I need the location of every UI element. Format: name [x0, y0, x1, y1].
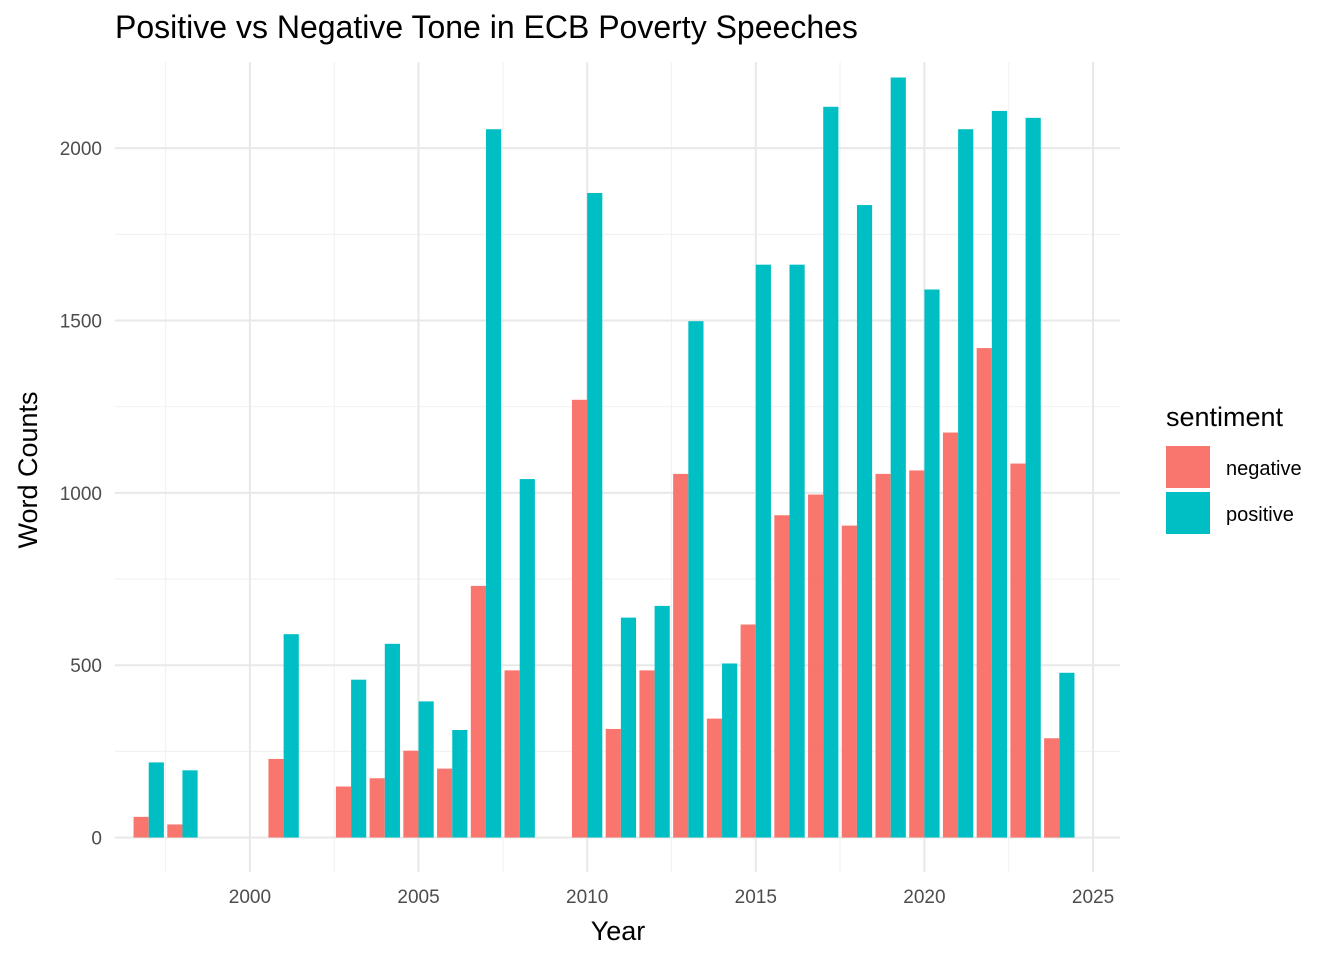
x-tick-label: 2015 [735, 887, 777, 908]
bar-positive-2001 [283, 634, 299, 838]
bar-positive-2019 [890, 77, 906, 838]
tick-labels: 2000 2005 2010 2015 2020 2025 0 500 1000 1500 2000 [60, 139, 1114, 908]
bar-negative-2019 [875, 473, 891, 838]
legend-label-positive: positive [1226, 504, 1294, 526]
bar-negative-2015 [740, 624, 756, 838]
bar-negative-2003 [335, 786, 352, 838]
y-tick-label: 1500 [60, 312, 102, 333]
bar-positive-2020 [924, 289, 940, 838]
bar-negative-2016 [774, 515, 790, 838]
bar-positive-2005 [418, 701, 434, 838]
bar-positive-2013 [688, 321, 704, 838]
bar-positive-2003 [351, 679, 367, 838]
y-tick-label: 0 [91, 829, 102, 850]
x-tick-label: 2000 [229, 887, 271, 908]
bar-positive-2022 [991, 110, 1008, 838]
bar-positive-2015 [755, 264, 771, 838]
bar-negative-2010 [571, 399, 588, 838]
bar-negative-2005 [403, 750, 419, 838]
bar-positive-2007 [485, 129, 502, 838]
legend-label-negative: negative [1226, 458, 1302, 480]
y-tick-label: 2000 [60, 139, 102, 160]
chart-title: Positive vs Negative Tone in ECB Poverty… [115, 9, 858, 45]
bar-negative-2017 [808, 494, 824, 838]
legend-swatch-positive [1166, 492, 1210, 534]
bar-positive-2010 [587, 192, 603, 838]
bar-negative-2004 [369, 778, 385, 838]
bar-negative-2013 [673, 473, 689, 838]
y-tick-label: 1000 [60, 484, 102, 505]
legend-items: negative positive [1166, 446, 1302, 534]
bar-positive-2012 [654, 605, 670, 838]
bar-negative-1997 [133, 816, 149, 838]
bar-positive-2016 [789, 264, 805, 838]
bar-negative-2001 [268, 758, 284, 838]
legend: sentiment negative positive [1166, 402, 1302, 534]
bar-positive-2006 [452, 729, 468, 838]
bar-negative-1998 [167, 824, 183, 838]
bar-negative-2014 [706, 718, 723, 838]
legend-swatch-negative [1166, 446, 1210, 488]
bar-positive-2023 [1025, 117, 1041, 838]
bar-negative-2012 [639, 670, 655, 838]
bar-negative-2022 [976, 348, 992, 838]
bar-negative-2023 [1010, 463, 1026, 838]
y-axis-title: Word Counts [13, 391, 43, 548]
bar-positive-1998 [182, 770, 198, 838]
bars [133, 77, 1075, 838]
bar-positive-2024 [1059, 672, 1075, 838]
bar-negative-2020 [909, 470, 925, 838]
bar-negative-2021 [942, 432, 959, 838]
bar-negative-2007 [470, 585, 486, 838]
x-tick-label: 2010 [566, 887, 608, 908]
bar-positive-1997 [148, 762, 164, 838]
y-tick-label: 500 [70, 656, 102, 677]
bar-negative-2018 [841, 525, 857, 838]
bar-negative-2024 [1044, 738, 1060, 838]
bar-negative-2008 [504, 670, 520, 838]
bar-negative-2011 [605, 728, 621, 838]
bar-negative-2006 [437, 768, 453, 838]
x-tick-label: 2005 [397, 887, 439, 908]
bar-positive-2021 [958, 129, 974, 838]
bar-positive-2018 [856, 205, 873, 838]
bar-positive-2017 [823, 106, 839, 838]
bar-positive-2008 [519, 479, 535, 838]
x-tick-label: 2020 [903, 887, 945, 908]
bar-positive-2014 [722, 663, 738, 838]
legend-title: sentiment [1166, 402, 1284, 432]
bar-positive-2011 [620, 617, 637, 838]
x-tick-label: 2025 [1072, 887, 1114, 908]
x-axis-title: Year [591, 916, 646, 946]
bar-positive-2004 [384, 643, 400, 838]
